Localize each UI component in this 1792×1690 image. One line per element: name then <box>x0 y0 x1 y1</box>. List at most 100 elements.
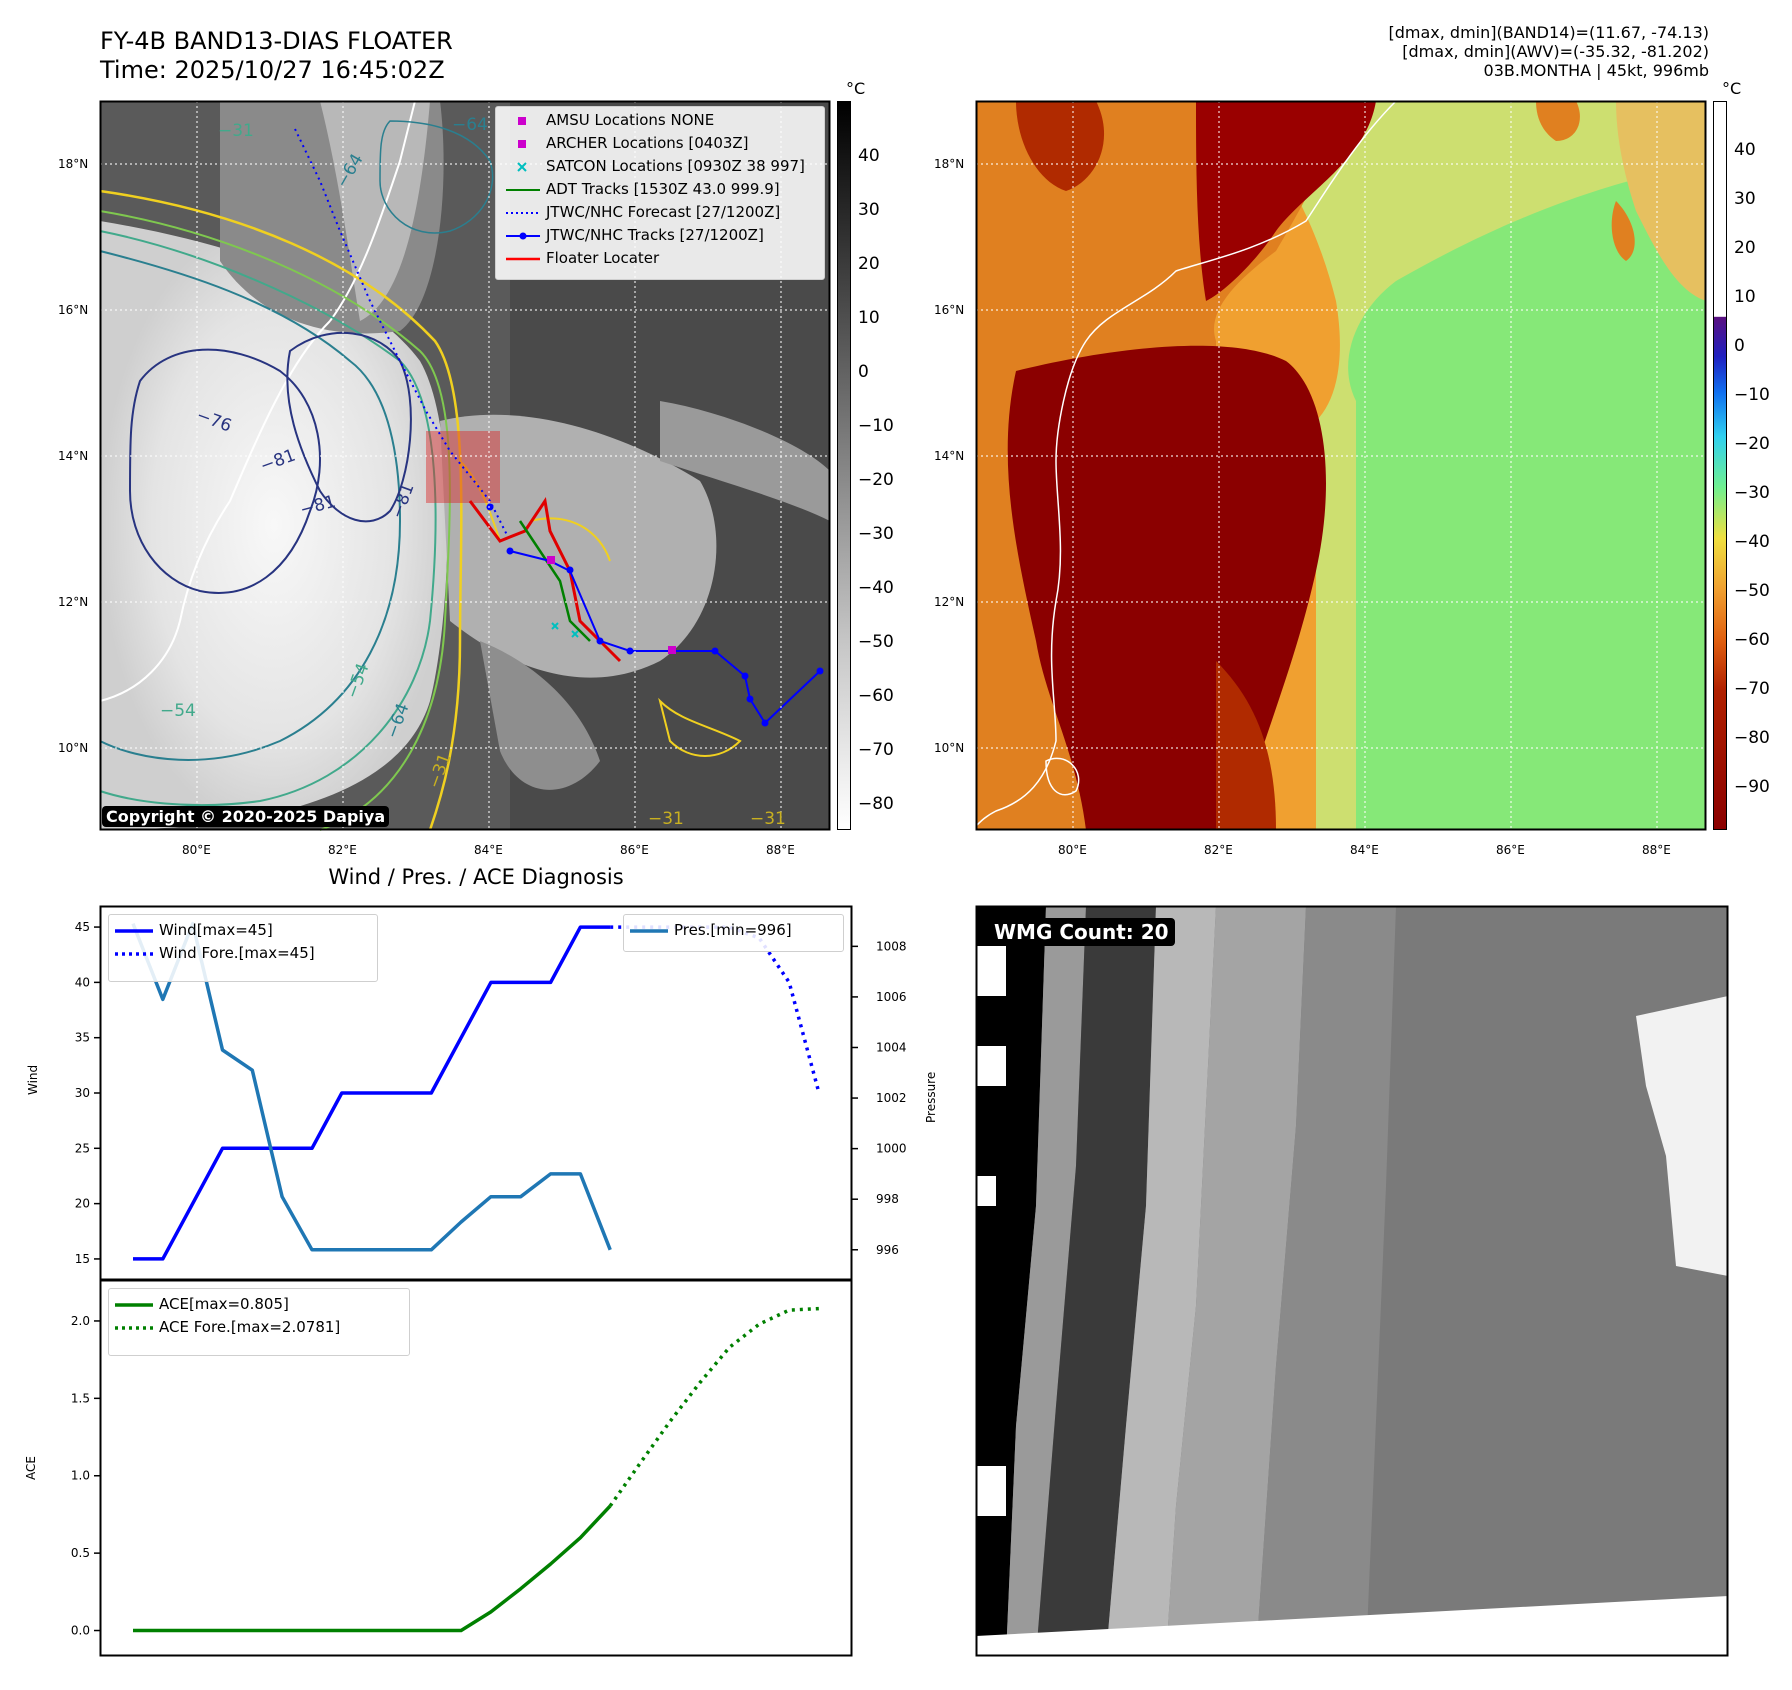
figure-time: Time: 2025/10/27 16:45:02Z <box>100 56 445 84</box>
y-tick-label: 15 <box>75 1252 90 1266</box>
colorbar-tick: −90 <box>1734 777 1770 797</box>
y-tick-label: 45 <box>75 920 90 934</box>
colorbar-tick: 0 <box>858 362 869 382</box>
y-right-tick-label: 998 <box>876 1192 899 1206</box>
lon-tick: 88°E <box>1642 843 1671 857</box>
ace-axis-label: ACE <box>24 1456 38 1480</box>
lon-tick: 82°E <box>328 843 357 857</box>
legend-archer: ARCHER Locations [0403Z] <box>496 132 824 155</box>
lat-tick: 16°N <box>58 303 89 317</box>
y-right-tick-label: 1006 <box>876 990 907 1004</box>
contour-label: −31 <box>218 121 254 141</box>
lat-tick: 18°N <box>934 157 965 171</box>
legend-amsu: AMSU Locations NONE <box>496 109 824 132</box>
colorbar-tick: 10 <box>858 308 880 328</box>
y-right-tick-label: 1000 <box>876 1142 907 1156</box>
figure-title: FY-4B BAND13-DIAS FLOATER <box>100 27 453 55</box>
colorbar-unit: °C <box>1722 79 1742 98</box>
colorbar-tick: −30 <box>858 524 894 544</box>
lon-tick: 84°E <box>1350 843 1379 857</box>
legend-jtwc-tracks: JTWC/NHC Tracks [27/1200Z] <box>496 224 824 247</box>
colorbar-tick: −50 <box>1734 581 1770 601</box>
legend-ace-label: ACE[max=0.805] <box>159 1295 289 1313</box>
lat-tick: 12°N <box>58 595 89 609</box>
lon-tick: 88°E <box>766 843 795 857</box>
colorbar-tick: 40 <box>1734 140 1756 160</box>
lat-tick: 10°N <box>58 741 89 755</box>
pressure-legend: Pres.[min=996] <box>623 914 844 952</box>
colorbar-tick: −20 <box>1734 434 1770 454</box>
contour-label: −64 <box>452 115 488 135</box>
storm-info: 03B.MONTHA | 45kt, 996mb <box>1483 61 1709 80</box>
y-tick-label: 25 <box>75 1141 90 1155</box>
colorbar-tick: −40 <box>858 578 894 598</box>
lat-tick: 16°N <box>934 303 965 317</box>
y-tick-label: 0.5 <box>71 1546 90 1560</box>
legend-wind: Wind[max=45] <box>109 919 377 942</box>
colorbar-tick: 0 <box>1734 336 1745 356</box>
y-tick-label: 20 <box>75 1197 90 1211</box>
wind-axis-label: Wind <box>26 1064 40 1095</box>
dmax-awv: [dmax, dmin](AWV)=(-35.32, -81.202) <box>1402 42 1709 61</box>
legend-satcon: SATCON Locations [0930Z 38 997] <box>496 155 824 178</box>
legend-adt-label: ADT Tracks [1530Z 43.0 999.9] <box>546 180 780 198</box>
colorbar-tick: 20 <box>1734 238 1756 258</box>
legend-ace-fore: ACE Fore.[max=2.0781] <box>109 1316 409 1339</box>
legend-floater-label: Floater Locater <box>546 249 660 267</box>
colorbar-unit: °C <box>846 79 866 98</box>
colorbar-tick: −30 <box>1734 483 1770 503</box>
contour-label: −54 <box>160 701 196 721</box>
legend-wind-fore-label: Wind Fore.[max=45] <box>159 944 315 962</box>
legend-pressure-label: Pres.[min=996] <box>674 921 792 939</box>
series-line-2 <box>131 921 612 1252</box>
lon-tick: 80°E <box>1058 843 1087 857</box>
colorbar-tick: 30 <box>858 200 880 220</box>
legend-pressure: Pres.[min=996] <box>624 919 843 942</box>
legend-wind-fore: Wind Fore.[max=45] <box>109 942 377 965</box>
lat-tick: 14°N <box>58 449 89 463</box>
lat-tick: 10°N <box>934 741 965 755</box>
colorbar-tick: 20 <box>858 254 880 274</box>
colorbar-tick: −70 <box>1734 679 1770 699</box>
awv-map-image <box>975 100 1707 831</box>
wmg-panel: WMG Count: 20 <box>975 905 1729 1657</box>
lon-tick: 86°E <box>620 843 649 857</box>
y-tick-label: 35 <box>75 1031 90 1045</box>
legend-satcon-label: SATCON Locations [0930Z 38 997] <box>546 157 805 175</box>
wind-legend: Wind[max=45] Wind Fore.[max=45] <box>108 914 378 982</box>
colorbar-tick: −60 <box>1734 630 1770 650</box>
contour-label: −31 <box>648 809 684 829</box>
map-legend: AMSU Locations NONE ARCHER Locations [04… <box>495 106 825 280</box>
colorbar-tick: −80 <box>858 794 894 814</box>
legend-archer-label: ARCHER Locations [0403Z] <box>546 134 749 152</box>
legend-adt: ADT Tracks [1530Z 43.0 999.9] <box>496 178 824 201</box>
y-tick-label: 0.0 <box>71 1624 90 1638</box>
awv-colorbar <box>1713 101 1727 830</box>
colorbar-tick: −60 <box>858 686 894 706</box>
legend-floater: Floater Locater <box>496 247 824 270</box>
awv-map-panel <box>975 100 1707 831</box>
lon-tick: 82°E <box>1204 843 1233 857</box>
y-right-tick-label: 1004 <box>876 1040 907 1054</box>
diagnosis-title: Wind / Pres. / ACE Diagnosis <box>328 865 624 889</box>
lon-tick: 80°E <box>182 843 211 857</box>
series-line-0 <box>133 1504 612 1633</box>
y-tick-label: 1.5 <box>71 1391 90 1405</box>
y-right-tick-label: 1002 <box>876 1091 907 1105</box>
lon-tick: 84°E <box>474 843 503 857</box>
colorbar-tick: 40 <box>858 146 880 166</box>
colorbar-tick: −50 <box>858 632 894 652</box>
colorbar-tick: 10 <box>1734 287 1756 307</box>
wmg-count-badge: WMG Count: 20 <box>988 918 1175 946</box>
colorbar-tick: −10 <box>858 416 894 436</box>
colorbar-tick: −20 <box>858 470 894 490</box>
copyright-badge: Copyright © 2020-2025 Dapiya <box>102 806 390 827</box>
lat-tick: 14°N <box>934 449 965 463</box>
contour-label: −31 <box>750 809 786 829</box>
colorbar-tick: 30 <box>1734 189 1756 209</box>
y-tick-label: 30 <box>75 1086 90 1100</box>
ace-legend: ACE[max=0.805] ACE Fore.[max=2.0781] <box>108 1288 410 1356</box>
lat-tick: 18°N <box>58 157 89 171</box>
legend-amsu-label: AMSU Locations NONE <box>546 111 715 129</box>
y-right-tick-label: 996 <box>876 1243 899 1257</box>
